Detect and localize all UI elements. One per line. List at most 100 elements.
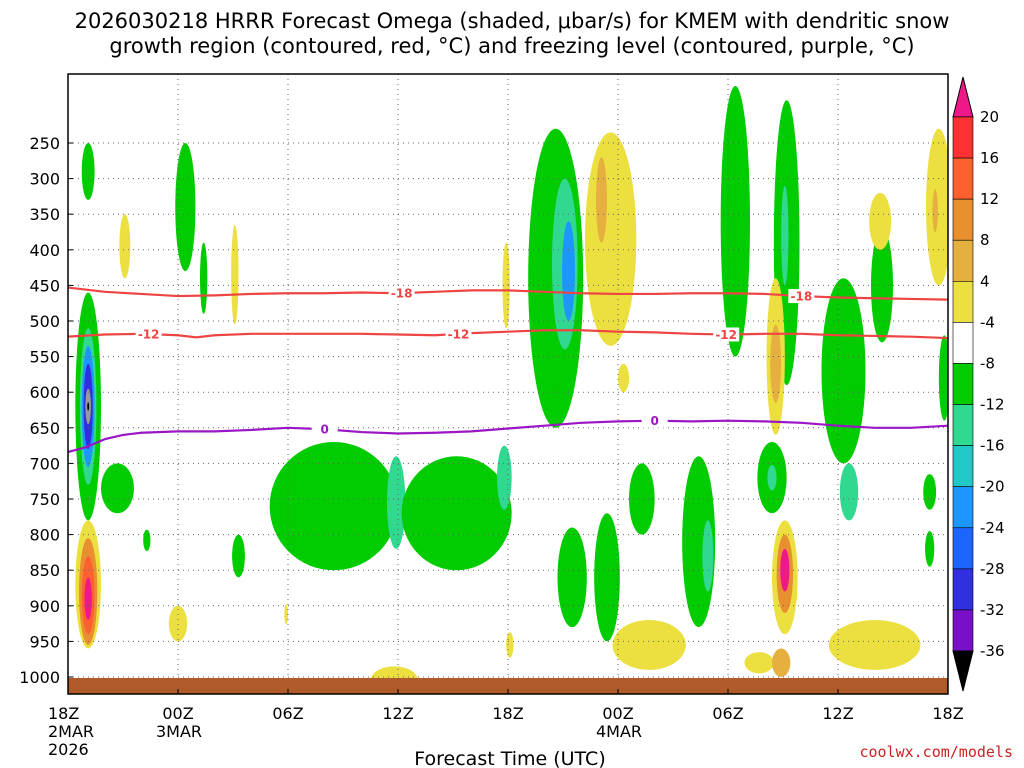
contour-label-bg--18-0 xyxy=(388,286,415,301)
x-tick-label-12-0: 06Z xyxy=(272,704,303,723)
omega-blob-19 xyxy=(232,534,245,578)
omega-blob-56 xyxy=(744,652,774,674)
omega-blob-12 xyxy=(101,463,134,514)
colorbar-label-4: 4 xyxy=(980,272,990,290)
y-tick-label-350: 350 xyxy=(29,205,60,224)
contour-label-bg--12-1 xyxy=(445,326,472,341)
omega-blob-24 xyxy=(401,456,512,571)
omega-blob-20 xyxy=(284,604,288,625)
x-tick-label-0-1: 2MAR xyxy=(48,722,94,741)
omega-blob-40 xyxy=(702,520,714,592)
y-tick-label-850: 850 xyxy=(29,561,60,580)
omega-blob-51 xyxy=(821,278,866,464)
omega-blob-36 xyxy=(557,527,587,628)
omega-blob-54 xyxy=(869,192,892,250)
omega-blob-11 xyxy=(119,214,131,279)
y-tick-label-1000: 1000 xyxy=(19,668,60,687)
omega-blob-23 xyxy=(387,456,406,549)
omega-blob-41 xyxy=(720,86,750,357)
omega-blob-53 xyxy=(871,228,893,343)
x-tick-label-42-0: 12Z xyxy=(822,704,853,723)
chart-title-line1: 2026030218 HRRR Forecast Omega (shaded, … xyxy=(75,9,950,33)
x-tick-label-30-1: 4MAR xyxy=(596,722,642,741)
contour-label--18-1: -18 xyxy=(790,290,812,304)
omega-blob-33 xyxy=(596,157,607,243)
colorbar-swatch-6 xyxy=(952,363,974,405)
y-axis-ticks: 250 300 350 400 450 500 550 600 650 700 750 800 850 9… xyxy=(19,134,73,687)
y-tick-label-250: 250 xyxy=(29,134,60,153)
colorbar-label-3: 8 xyxy=(980,231,990,249)
y-tick-label-400: 400 xyxy=(29,241,60,260)
y-tick-label-700: 700 xyxy=(29,454,60,473)
x-tick-label-6-0: 00Z xyxy=(162,704,193,723)
colorbar-swatch-9 xyxy=(952,486,974,529)
colorbar-label-8: -16 xyxy=(980,437,1005,455)
colorbar-bottom-arrow xyxy=(952,650,974,692)
omega-blob-43 xyxy=(781,185,789,286)
colorbar-label-0: 20 xyxy=(980,108,999,126)
omega-blob-37 xyxy=(618,363,629,393)
y-tick-label-300: 300 xyxy=(29,170,60,189)
contour-line--12 xyxy=(68,329,948,340)
omega-blob-31 xyxy=(562,221,575,321)
omega-blob-22 xyxy=(350,459,380,539)
x-tick-label-0-2: 2026 xyxy=(48,740,89,759)
colorbar-label-13: -36 xyxy=(980,642,1005,660)
colorbar-swatch-3 xyxy=(952,239,974,282)
y-tick-label-950: 950 xyxy=(29,632,60,651)
colorbar-label-11: -28 xyxy=(980,560,1005,578)
temperature-contours: -18 -18 -12 -12 -12 0 0 xyxy=(68,286,948,454)
x-tick-label-0-0: 18Z xyxy=(48,704,79,723)
colorbar-swatch-0 xyxy=(952,116,974,159)
omega-shading xyxy=(75,86,948,694)
contour-label--18-0: -18 xyxy=(391,287,413,301)
colorbar-label-12: -32 xyxy=(980,601,1005,619)
credit-text: coolwx.com/models xyxy=(859,743,1013,761)
contour-label--12-0: -12 xyxy=(138,328,160,342)
omega-blob-60 xyxy=(938,335,948,421)
contour-label-0-0: 0 xyxy=(320,423,328,437)
colorbar-swatch-10 xyxy=(952,527,974,570)
contour-label-bg-0-0 xyxy=(311,422,338,437)
contour-label-0-1: 0 xyxy=(650,414,658,428)
omega-blob-45 xyxy=(770,324,782,403)
chart-title-line2: growth region (contoured, red, °C) and f… xyxy=(109,34,914,58)
omega-blob-57 xyxy=(772,648,791,677)
colorbar-swatch-1 xyxy=(952,157,974,200)
y-tick-label-650: 650 xyxy=(29,419,60,438)
contour-label-bg--18-1 xyxy=(788,289,815,304)
colorbar-top-arrow xyxy=(952,76,974,118)
contour-line-0 xyxy=(68,419,948,454)
x-tick-label-36-0: 06Z xyxy=(712,704,743,723)
y-tick-label-550: 550 xyxy=(29,348,60,367)
omega-blob-10 xyxy=(84,577,92,621)
y-tick-label-800: 800 xyxy=(29,526,60,545)
omega-blob-6 xyxy=(87,402,90,411)
colorbar-label-6: -8 xyxy=(980,354,995,372)
colorbar-swatch-2 xyxy=(952,198,974,241)
x-axis-label: Forecast Time (UTC) xyxy=(414,748,605,768)
omega-blob-38 xyxy=(612,620,686,670)
omega-blob-28 xyxy=(506,632,514,658)
omega-blob-61 xyxy=(925,531,935,567)
x-tick-label-24-0: 18Z xyxy=(492,704,523,723)
y-tick-label-750: 750 xyxy=(29,490,60,509)
omega-blob-47 xyxy=(767,464,777,491)
colorbar-swatch-4 xyxy=(952,281,974,323)
omega-blob-13 xyxy=(143,529,151,551)
colorbar-swatch-8 xyxy=(952,445,974,487)
omega-blob-16 xyxy=(175,143,196,272)
omega-blob-55 xyxy=(828,620,921,670)
omega-blob-18 xyxy=(231,224,239,325)
omega-blob-35 xyxy=(629,463,655,535)
colorbar-swatch-11 xyxy=(952,568,974,611)
colorbar-swatch-7 xyxy=(952,404,974,446)
x-tick-label-18-0: 12Z xyxy=(382,704,413,723)
y-tick-label-900: 900 xyxy=(29,597,60,616)
omega-blob-34 xyxy=(594,513,620,642)
x-tick-label-30-0: 00Z xyxy=(602,704,633,723)
colorbar-swatch-12 xyxy=(952,609,974,652)
omega-blob-17 xyxy=(200,242,208,314)
contour-label-bg--12-0 xyxy=(135,327,162,342)
